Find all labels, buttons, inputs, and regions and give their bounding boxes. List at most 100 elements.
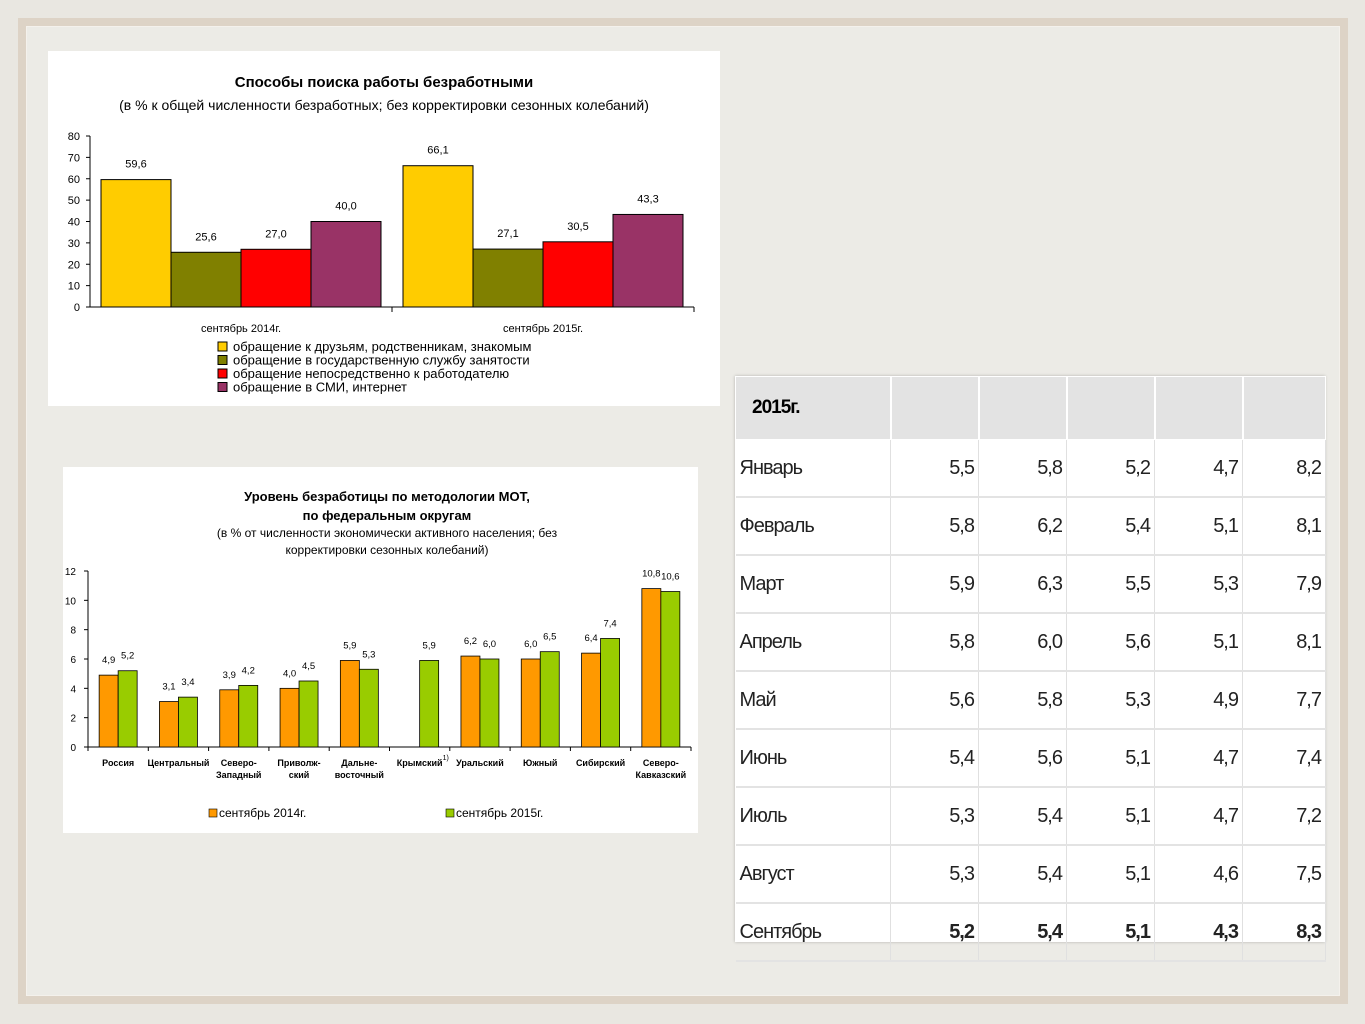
chart1-data-label: 43,3 <box>637 193 658 205</box>
chart2-data-label: 10,8 <box>642 569 661 580</box>
table-month-cell: Март <box>735 555 891 614</box>
chart2-data-label: 4,9 <box>102 655 115 666</box>
chart1-y-tick-label: 20 <box>68 259 80 271</box>
table-year-header: 2015г. <box>735 376 891 440</box>
table-value-cell: 5,1 <box>1154 613 1243 672</box>
chart1-data-label: 27,0 <box>265 228 286 240</box>
table-value-cell: 5,3 <box>1066 671 1155 730</box>
chart1-legend-label: обращение непосредственно к работодателю <box>233 366 509 381</box>
chart1-title: Способы поиска работы безработными <box>235 74 533 91</box>
table-value-cell: 5,1 <box>1066 845 1155 904</box>
chart1-legend-swatch <box>217 341 228 352</box>
chart2-category-label: Дальне- <box>341 758 377 768</box>
chart1-y-tick-label: 70 <box>68 152 80 164</box>
unemployment-by-district-svg: Уровень безработицы по методологии МОТ, … <box>65 489 692 820</box>
chart2-legend-swatch <box>208 808 218 818</box>
chart2-bar <box>298 680 319 748</box>
table-value-cell: 5,8 <box>890 613 979 672</box>
table-value-cell: 5,6 <box>890 671 979 730</box>
chart2-y-tick-label: 8 <box>70 626 76 637</box>
chart2-bar <box>238 684 259 748</box>
chart2-bar <box>539 651 560 748</box>
chart2-y-tick-label: 2 <box>70 714 76 725</box>
chart2-category-label: Россия <box>102 758 134 768</box>
table-value-cell: 5,4 <box>978 787 1067 846</box>
table-row: Январь 5,5 5,8 5,2 4,7 8,2 <box>735 439 1326 498</box>
table-value-cell: 5,1 <box>1066 787 1155 846</box>
chart2-legend-swatch <box>445 808 455 818</box>
chart2-bar <box>641 588 662 748</box>
chart2-data-label: 3,4 <box>181 677 194 688</box>
table-value-cell: 5,4 <box>1066 497 1155 556</box>
chart2-data-label: 5,3 <box>362 649 375 660</box>
table-value-cell: 5,1 <box>1066 903 1155 962</box>
chart2-category-label: Крымский <box>397 758 443 768</box>
table-row: Февраль 5,8 6,2 5,4 5,1 8,1 <box>735 497 1326 556</box>
table-value-cell: 5,5 <box>890 439 979 498</box>
chart1-y-tick-label: 10 <box>68 281 80 293</box>
chart1-data-label: 40,0 <box>335 201 356 213</box>
table-value-cell: 6,2 <box>978 497 1067 556</box>
chart2-category-label: ский <box>289 770 310 780</box>
chart2-data-label: 3,1 <box>162 682 175 693</box>
chart2-category-label: Сибирский <box>576 758 625 768</box>
monthly-table: 2015г. Январь 5,5 5,8 5,2 4,7 8,2 Февраль 5,8 6,… <box>735 376 1326 962</box>
chart1-y-tick-label: 0 <box>74 302 80 314</box>
chart2-category-label: Центральный <box>147 758 209 768</box>
table-value-cell: 5,1 <box>1154 497 1243 556</box>
chart1-bar <box>310 221 382 308</box>
chart2-category-label: восточный <box>335 770 384 780</box>
chart2-bar <box>98 674 119 748</box>
chart2-category-label: Уральский <box>456 758 504 768</box>
chart2-data-label: 4,0 <box>283 668 296 679</box>
chart2-data-label: 5,9 <box>423 640 436 651</box>
table-month-cell: Февраль <box>735 497 891 556</box>
table-value-cell: 5,6 <box>1066 613 1155 672</box>
table-value-cell: 5,5 <box>1066 555 1155 614</box>
table-month-cell: Январь <box>735 439 891 498</box>
table-value-cell: 5,4 <box>890 729 979 788</box>
chart2-bar <box>159 701 179 748</box>
chart2-data-label: 3,9 <box>223 670 236 681</box>
chart1-legend-label: обращение к друзьям, родственникам, знак… <box>233 339 532 354</box>
table-header-row: 2015г. <box>735 376 1326 440</box>
chart1-legend-label: обращение в СМИ, интернет <box>233 380 407 395</box>
table-header-cell <box>1241 376 1326 440</box>
chart2-bar <box>219 689 240 748</box>
table-value-cell: 7,2 <box>1242 787 1326 846</box>
table-value-cell: 5,3 <box>890 787 979 846</box>
table-row: Апрель 5,8 6,0 5,6 5,1 8,1 <box>735 613 1326 672</box>
table-value-cell: 5,3 <box>1154 555 1243 614</box>
chart1-category-label: сентябрь 2014г. <box>201 323 281 335</box>
table-value-cell: 8,3 <box>1242 903 1326 962</box>
table-value-cell: 4,7 <box>1154 729 1243 788</box>
table-value-cell: 6,0 <box>978 613 1067 672</box>
table-header-cell <box>1153 376 1243 440</box>
chart2-bar <box>178 696 198 748</box>
chart2-footnote-mark: 1) <box>443 755 449 762</box>
chart1-subtitle: (в % к общей численности безработных; бе… <box>119 97 649 113</box>
table-value-cell: 5,2 <box>890 903 979 962</box>
chart2-bar <box>581 652 601 748</box>
chart1-category-label: сентябрь 2015г. <box>503 323 583 335</box>
table-value-cell: 5,9 <box>890 555 979 614</box>
chart2-data-label: 6,0 <box>483 639 496 650</box>
table-value-cell: 7,9 <box>1242 555 1326 614</box>
chart2-bar <box>279 687 300 748</box>
chart2-category-label: Северо- <box>643 758 679 768</box>
table-value-cell: 4,7 <box>1154 439 1243 498</box>
chart1-y-tick-label: 60 <box>68 174 80 186</box>
chart2-y-tick-label: 10 <box>65 596 77 607</box>
table-value-cell: 6,3 <box>978 555 1067 614</box>
table-value-cell: 8,1 <box>1242 497 1326 556</box>
chart2-bar <box>600 638 620 748</box>
table-row: Май 5,6 5,8 5,3 4,9 7,7 <box>735 671 1326 730</box>
table-value-cell: 5,2 <box>1066 439 1155 498</box>
table-header-cell <box>977 376 1067 440</box>
table-row: Август 5,3 5,4 5,1 4,6 7,5 <box>735 845 1326 904</box>
chart1-y-tick-label: 80 <box>68 131 80 143</box>
chart1-data-label: 25,6 <box>195 231 216 243</box>
chart2-subtitle-line2: корректировки сезонных колебаний) <box>286 543 489 557</box>
chart2-legend-label: сентябрь 2014г. <box>219 806 306 820</box>
table-header-cell <box>889 376 979 440</box>
